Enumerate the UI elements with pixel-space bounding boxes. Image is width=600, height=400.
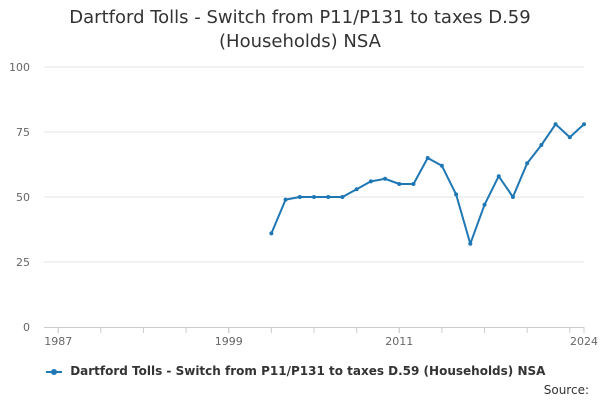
data-point — [439, 163, 444, 168]
data-point — [297, 195, 302, 199]
data-point — [510, 195, 515, 199]
y-tick-label: 50 — [16, 191, 30, 204]
y-tick-label: 0 — [23, 321, 30, 334]
x-tick-label: 1987 — [44, 335, 72, 348]
data-point — [539, 143, 544, 147]
data-point — [553, 122, 558, 127]
data-point — [312, 195, 316, 199]
data-point — [496, 174, 501, 179]
chart-title-line-2: (Households) NSA — [219, 31, 381, 52]
data-point — [567, 135, 572, 140]
data-point — [283, 197, 288, 202]
data-point — [368, 179, 373, 184]
y-tick-label: 25 — [16, 256, 30, 269]
chart-title-line-1: Dartford Tolls - Switch from P11/P131 to… — [69, 7, 531, 28]
data-point — [454, 192, 459, 197]
legend-swatch — [46, 366, 62, 378]
x-tick-label: 2011 — [385, 335, 413, 348]
data-point — [425, 156, 430, 160]
legend[interactable]: Dartford Tolls - Switch from P11/P131 to… — [46, 364, 545, 382]
y-tick-label: 75 — [16, 126, 30, 139]
x-axis: 1987 1999 2011 2024 — [44, 327, 598, 348]
legend-label: Dartford Tolls - Switch from P11/P131 to… — [70, 364, 546, 378]
data-point — [354, 187, 359, 192]
data-point — [582, 122, 586, 127]
data-point — [383, 176, 388, 181]
data-point — [397, 182, 402, 186]
data-point — [340, 195, 345, 199]
data-point — [482, 202, 487, 207]
x-tick-label: 2024 — [570, 335, 598, 348]
data-point — [468, 241, 473, 246]
series-layer — [269, 122, 586, 246]
data-point — [269, 231, 274, 236]
y-axis: 0 25 50 75 100 — [9, 61, 30, 334]
data-point — [326, 195, 331, 199]
gridlines — [44, 66, 584, 263]
x-tick-label: 1999 — [215, 335, 243, 348]
data-point — [411, 182, 416, 186]
y-tick-label: 100 — [9, 61, 30, 74]
source-label: Source: — [543, 383, 589, 397]
data-point — [525, 161, 530, 166]
series-line-0 — [270, 123, 585, 245]
chart-title: Dartford Tolls - Switch from P11/P131 to… — [0, 6, 600, 54]
